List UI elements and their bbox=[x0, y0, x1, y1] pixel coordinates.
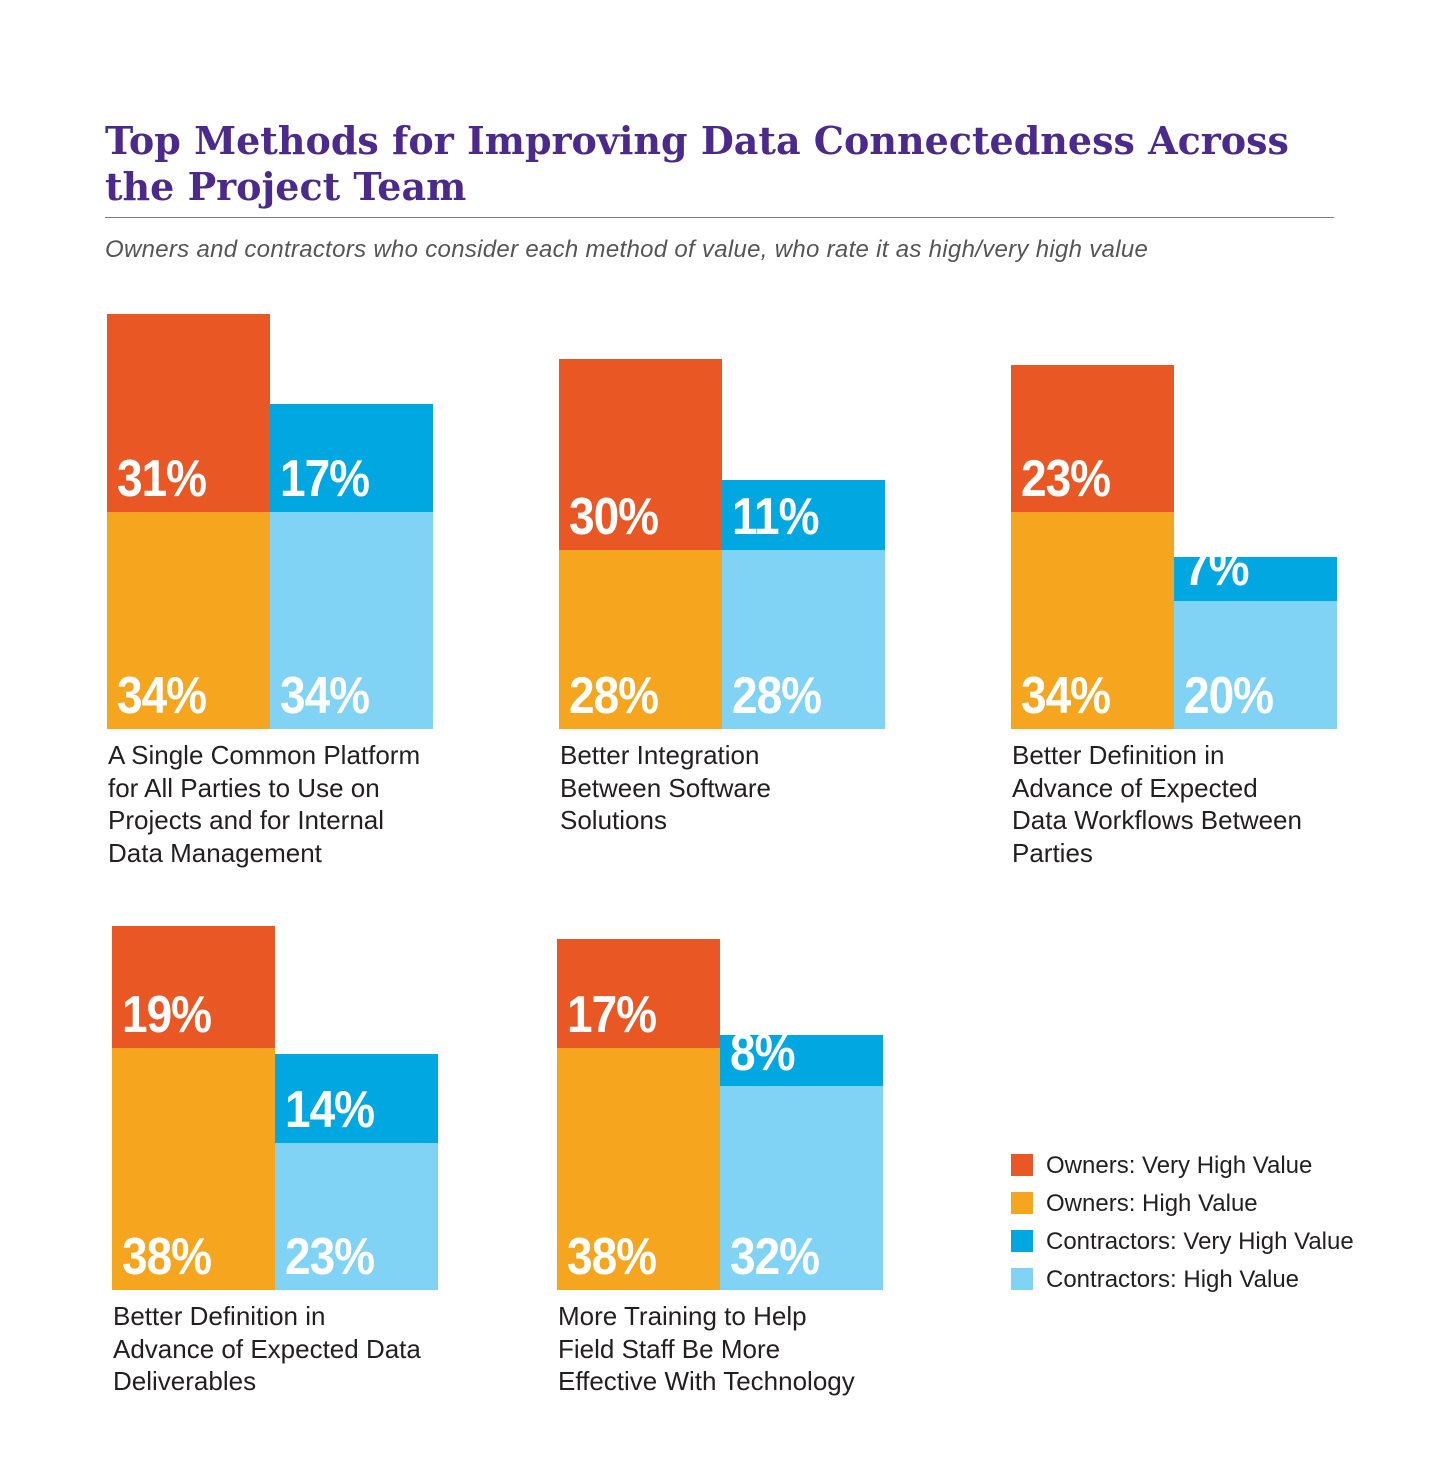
category-label: Better Definition in Advance of Expected… bbox=[113, 1301, 421, 1396]
owners-high-label: 34% bbox=[1021, 666, 1111, 725]
contractors-high-bar bbox=[722, 550, 885, 729]
owners-high-bar bbox=[557, 1047, 720, 1290]
contractors-very-high-bar bbox=[720, 1034, 883, 1086]
legend-label: Owners: Very High Value bbox=[1046, 1152, 1313, 1179]
owners-very-high-bar bbox=[1011, 365, 1174, 513]
contractors-high-bar bbox=[720, 1085, 883, 1290]
legend-swatch bbox=[1011, 1230, 1033, 1252]
legend-swatch bbox=[1011, 1268, 1033, 1290]
contractors-high-label: 20% bbox=[1184, 666, 1274, 725]
owners-high-label: 28% bbox=[569, 666, 659, 725]
owners-very-high-bar bbox=[107, 314, 270, 513]
owners-high-label: 34% bbox=[117, 666, 207, 725]
contractors-very-high-label: 14% bbox=[285, 1080, 375, 1139]
chart-subtitle: Owners and contractors who consider each… bbox=[105, 236, 1149, 263]
owners-high-bar bbox=[1011, 512, 1174, 729]
owners-high-label: 38% bbox=[567, 1227, 657, 1286]
category-label: Better Integration Between Software Solu… bbox=[560, 740, 772, 835]
contractors-high-label: 23% bbox=[285, 1227, 375, 1286]
legend-label: Contractors: High Value bbox=[1046, 1266, 1300, 1293]
contractors-high-label: 32% bbox=[730, 1227, 820, 1286]
category-label: A Single Common Platform for All Parties… bbox=[108, 740, 421, 868]
category-label: Better Definition in Advance of Expected… bbox=[1012, 740, 1302, 868]
legend-swatch bbox=[1011, 1192, 1033, 1214]
contractors-high-label: 28% bbox=[732, 666, 822, 725]
legend-label: Contractors: Very High Value bbox=[1046, 1228, 1354, 1255]
chart-title: Top Methods for Improving Data Connected… bbox=[105, 118, 1289, 209]
owners-very-high-label: 23% bbox=[1021, 449, 1111, 508]
contractors-very-high-label: 17% bbox=[280, 449, 370, 508]
contractors-high-label: 34% bbox=[280, 666, 370, 725]
legend-label: Owners: High Value bbox=[1046, 1190, 1258, 1217]
contractors-very-high-bar bbox=[275, 1053, 438, 1144]
contractors-very-high-bar bbox=[722, 480, 885, 551]
owners-high-label: 38% bbox=[122, 1227, 212, 1286]
contractors-very-high-label: 11% bbox=[732, 487, 820, 546]
owners-high-bar bbox=[112, 1047, 275, 1290]
legend-swatch bbox=[1011, 1154, 1033, 1176]
owners-very-high-label: 17% bbox=[567, 984, 657, 1043]
contractors-high-bar bbox=[275, 1143, 438, 1290]
owners-very-high-label: 19% bbox=[122, 984, 212, 1043]
title-divider bbox=[105, 217, 1334, 218]
contractors-high-bar bbox=[270, 512, 433, 729]
category-label: More Training to Help Field Staff Be Mor… bbox=[558, 1301, 855, 1396]
contractors-high-bar bbox=[1174, 601, 1337, 729]
contractors-very-high-bar bbox=[1174, 556, 1337, 602]
contractors-very-high-label: 8% bbox=[730, 1022, 795, 1082]
contractors-very-high-bar bbox=[270, 403, 433, 513]
owners-very-high-bar bbox=[112, 926, 275, 1048]
owners-very-high-label: 30% bbox=[569, 487, 659, 546]
owners-very-high-label: 31% bbox=[117, 449, 207, 508]
owners-high-bar bbox=[107, 512, 270, 729]
contractors-very-high-label: 7% bbox=[1184, 538, 1249, 597]
owners-very-high-bar bbox=[557, 939, 720, 1048]
owners-high-bar bbox=[559, 550, 722, 729]
owners-very-high-bar bbox=[559, 358, 722, 551]
